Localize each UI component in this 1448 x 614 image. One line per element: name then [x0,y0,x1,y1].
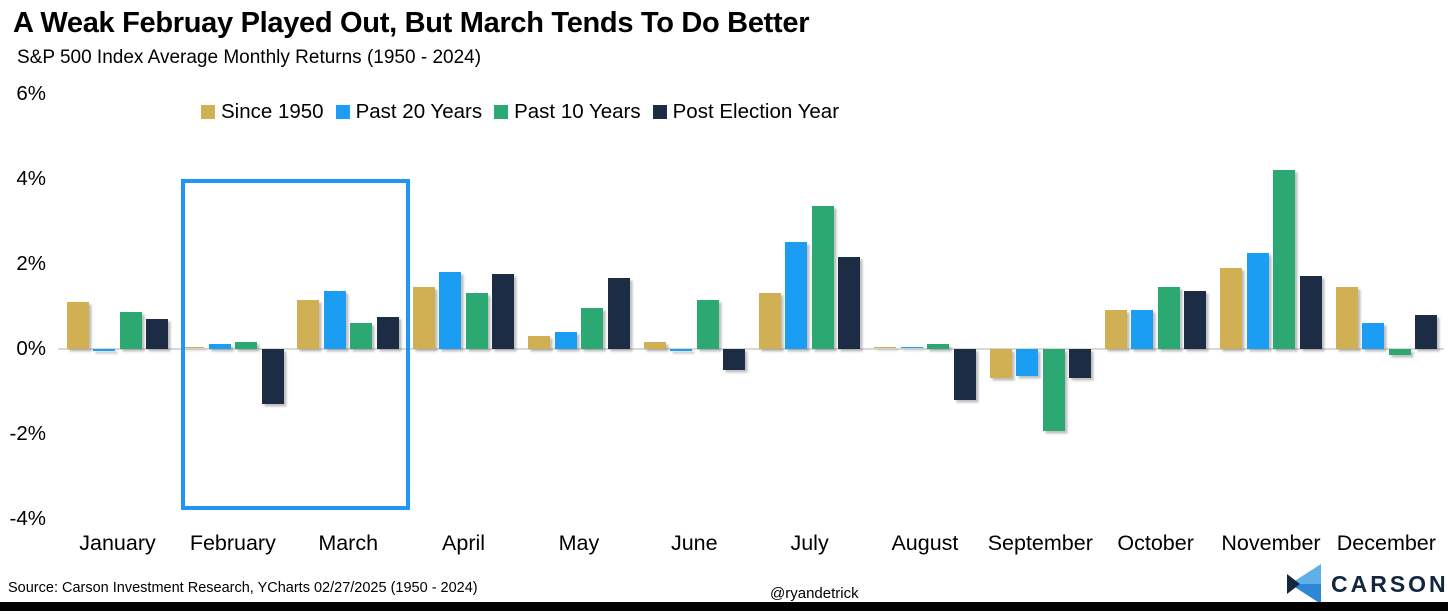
bar-april-since-1950 [412,286,435,349]
y-tick-6-: 6% [16,81,46,105]
legend-label-post-election-year: Post Election Year [672,100,840,123]
x-label-march: March [318,531,379,555]
carson-logo: CARSON [1286,563,1448,606]
bar-september-past-10-years [1042,348,1065,432]
bar-june-past-20-years [670,348,692,351]
bar-december-past-20-years [1362,323,1385,349]
bar-january-past-20-years [93,348,116,351]
bar-june-since-1950 [643,342,666,349]
bar-april-post-election-year [492,274,515,349]
bar-january-since-1950 [66,301,89,349]
bar-december-since-1950 [1335,286,1358,349]
bar-july-past-10-years [811,206,834,349]
x-label-may: May [558,531,600,555]
legend-swatch-post-election-year [652,105,667,119]
bar-july-past-20-years [785,242,808,349]
bar-march-post-election-year [376,316,399,349]
x-label-december: December [1336,531,1436,555]
x-label-january: January [79,531,156,555]
legend-swatch-past-20-years [335,105,350,119]
bar-september-post-election-year [1069,348,1092,379]
bar-july-post-election-year [838,257,861,349]
legend: Since 1950 Past 20 Years Past 10 Years Post… [201,100,839,124]
legend-label-past-10-years: Past 10 Years [514,100,641,123]
bar-december-post-election-year [1415,314,1438,349]
carson-logo-text: CARSON [1331,571,1448,597]
legend-item-past-10-years: Past 10 Years [494,100,641,124]
y-tick--4-: -4% [9,506,46,530]
x-label-october: October [1117,531,1194,555]
highlight-rect-february-march [181,178,411,510]
zero-gridline [58,347,1444,350]
chart-title: A Weak Februay Played Out, But March Ten… [13,7,810,39]
bar-may-past-20-years [554,331,577,349]
bar-august-past-20-years [900,347,923,349]
y-tick-0-: 0% [16,336,46,360]
bar-february-since-1950 [182,347,205,349]
x-label-april: April [442,531,486,555]
carson-logo-icon [1287,564,1321,604]
bar-may-post-election-year [607,278,630,349]
chart-subtitle: S&P 500 Index Average Monthly Returns (1… [17,47,482,68]
bar-february-post-election-year [261,348,284,404]
bar-march-since-1950 [297,299,320,349]
bar-may-past-10-years [581,308,604,349]
bar-september-since-1950 [989,348,1012,379]
bar-november-since-1950 [1220,267,1243,349]
x-label-february: February [189,531,276,555]
legend-swatch-past-10-years [494,105,509,119]
bar-august-post-election-year [953,348,976,400]
x-label-june: June [670,531,718,555]
x-label-august: August [891,531,959,555]
bar-august-since-1950 [874,347,897,349]
bar-november-past-10-years [1273,170,1296,349]
y-tick-4-: 4% [16,166,46,190]
twitter-handle: @ryandetrick [770,585,859,602]
bar-january-post-election-year [146,318,169,349]
y-tick--2-: -2% [9,421,46,445]
bar-may-since-1950 [528,335,551,349]
bar-november-past-20-years [1246,252,1269,349]
bar-october-post-election-year [1184,291,1207,349]
legend-label-past-20-years: Past 20 Years [355,100,483,123]
bar-february-past-20-years [208,344,231,349]
legend-swatch-since-1950 [201,105,215,119]
bar-october-since-1950 [1104,310,1127,349]
bar-february-past-10-years [235,342,258,349]
bottom-bar [0,602,1448,611]
y-tick-2-: 2% [16,251,46,275]
bar-march-past-20-years [323,291,346,349]
legend-item-since-1950: Since 1950 [201,100,324,124]
bar-june-post-election-year [723,348,745,370]
legend-item-past-20-years: Past 20 Years [335,100,483,124]
bar-june-past-10-years [696,299,719,349]
source-note: Source: Carson Investment Research, YCha… [8,580,478,596]
x-label-september: September [987,531,1093,555]
legend-item-post-election-year: Post Election Year [652,100,840,124]
bar-march-past-10-years [350,323,373,349]
bar-august-past-10-years [927,344,950,349]
bar-november-post-election-year [1299,276,1322,349]
x-label-november: November [1221,531,1321,555]
bar-january-past-10-years [119,312,142,349]
bar-september-past-20-years [1016,348,1039,377]
bar-july-since-1950 [758,293,781,349]
bar-october-past-20-years [1131,310,1154,349]
bar-october-past-10-years [1157,286,1180,349]
legend-label-since-1950: Since 1950 [221,100,324,123]
x-label-july: July [790,531,829,555]
bar-december-past-10-years [1388,348,1411,355]
bar-april-past-10-years [465,293,488,349]
bar-april-past-20-years [439,272,462,349]
